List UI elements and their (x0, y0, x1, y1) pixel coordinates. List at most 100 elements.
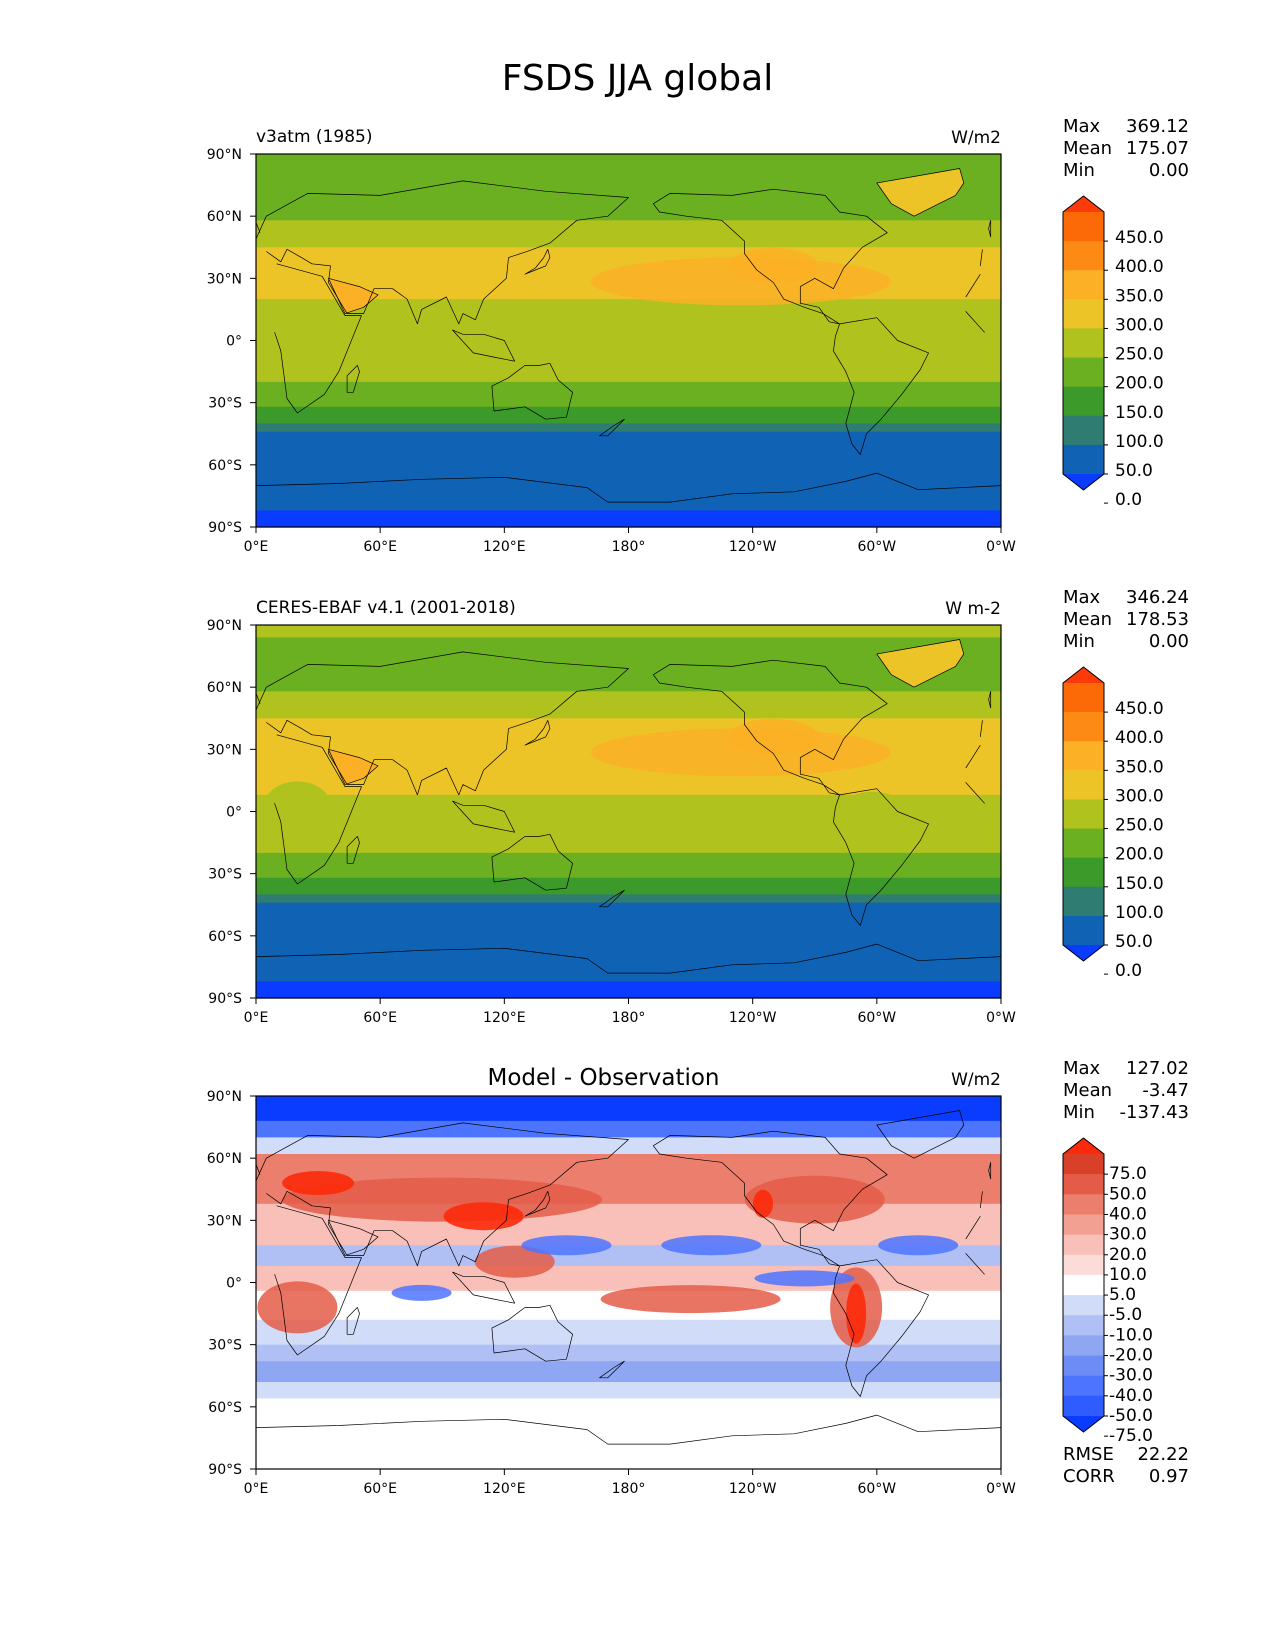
coastline-arabia (328, 277, 379, 314)
diff-field-patch (521, 1235, 612, 1256)
coastline-namerica (652, 659, 888, 796)
coastline-antarctica (255, 1414, 1002, 1445)
error-stat-label: CORR (1063, 1466, 1115, 1487)
land-field-patch (328, 749, 379, 785)
y-tick-label: 90°N (207, 1089, 242, 1105)
land-field-patch (328, 278, 379, 314)
colorbar-tick-label: -30.0 (1109, 1366, 1153, 1386)
colorbar-extend-top (1063, 667, 1104, 683)
colorbar-tick-label: 150.0 (1115, 403, 1164, 423)
diff-field-patch (878, 1235, 959, 1256)
x-tick-label: 180° (612, 539, 646, 555)
coastline-uk (255, 219, 992, 238)
colorbar-segment (1063, 741, 1104, 771)
field-band (256, 381, 1001, 408)
colorbar-segment (1063, 1395, 1104, 1417)
stat-value: -137.43 (1120, 1102, 1189, 1123)
x-tick-label: 120°E (483, 539, 526, 555)
field-band (256, 166, 1001, 192)
land-field-patch (832, 791, 913, 848)
colorbar-extend-top (1063, 1138, 1104, 1154)
x-tick-label: 60°W (857, 1481, 896, 1497)
colorbar-extend-top (1063, 196, 1104, 212)
y-tick-label: 0° (226, 334, 242, 350)
land-field-patch (728, 247, 819, 284)
stat-value: -3.47 (1142, 1080, 1189, 1101)
colorbar-tick-label: 250.0 (1115, 345, 1164, 365)
colorbar-1: 450.0 400.0 350.0 300.0 250.0 200.0 150.0 100.0… (1062, 666, 1164, 981)
coastline-uk (255, 1161, 992, 1180)
diff-field-patch (391, 1284, 452, 1301)
stat-value: 346.24 (1126, 587, 1189, 608)
y-tick-label: 30°N (207, 271, 242, 287)
coastline-greenland (876, 639, 965, 688)
colorbar-tick-label: 450.0 (1115, 699, 1164, 719)
y-tick-label: 30°S (208, 1338, 242, 1354)
coastline-nz (599, 889, 625, 908)
coastline-india_ind (452, 800, 516, 833)
colorbar-segment (1063, 241, 1104, 271)
colorbar-segment (1063, 1295, 1104, 1316)
panel-units: W m-2 (945, 599, 1001, 619)
stats-block: Max 346.24 Mean 178.53 Min 0.00 (1063, 587, 1189, 652)
field-band (256, 902, 1001, 982)
error-stat-value: 22.22 (1137, 1444, 1189, 1465)
land-field-patch (876, 639, 964, 688)
y-tick-label: 90°N (207, 618, 242, 634)
y-tick-label: 60°S (208, 458, 242, 474)
field-band (256, 894, 1001, 904)
panel-left-label: v3atm (1985) (256, 127, 372, 147)
field-band (256, 1398, 1001, 1470)
coastline-africa (274, 734, 985, 885)
field-band (256, 510, 1001, 528)
x-tick-label: 180° (612, 1010, 646, 1026)
colorbar-tick-label: 100.0 (1115, 903, 1164, 923)
colorbar-tick-label: 200.0 (1115, 845, 1164, 865)
colorbar-tick-label: 350.0 (1115, 757, 1164, 777)
coastline-eurasia (255, 180, 983, 325)
y-tick-label: 30°N (207, 742, 242, 758)
colorbar-segment (1063, 915, 1104, 946)
diff-field-patch (282, 1177, 603, 1222)
land-field-patch (832, 320, 913, 377)
map-panel-2: 90°N 60°N 30°N 0° 30°S 60°S 90°S0°E 60°E 120°E 18… (207, 1065, 1016, 1497)
coastline-australia (491, 362, 573, 420)
field-band (256, 1344, 1001, 1362)
colorbar-segment (1063, 270, 1104, 300)
diff-field-patch (661, 1235, 762, 1256)
diff-field-patch (474, 1245, 555, 1278)
error-stat-value: 0.97 (1149, 1466, 1189, 1487)
colorbar-tick-label: 100.0 (1115, 432, 1164, 452)
colorbar-tick-label: 20.0 (1109, 1245, 1147, 1265)
error-stats-block: RMSE 22.22 CORR 0.97 (1063, 1444, 1189, 1487)
x-tick-label: 180° (612, 1481, 646, 1497)
x-tick-label: 0°W (986, 1010, 1016, 1026)
stat-value: 175.07 (1126, 138, 1189, 159)
x-tick-label: 0°E (244, 1010, 269, 1026)
colorbar-tick-label: 350.0 (1115, 286, 1164, 306)
colorbar-tick-label: 50.0 (1109, 1184, 1147, 1204)
colorbar-extend-bottom (1063, 474, 1104, 490)
colorbar-extend-bottom (1063, 1416, 1104, 1432)
colorbar-tick-label: 450.0 (1115, 228, 1164, 248)
field-band (256, 191, 1001, 221)
x-tick-label: 120°W (729, 1010, 777, 1026)
field-band (256, 431, 1001, 511)
colorbar-segment (1063, 299, 1104, 329)
colorbar-segment (1063, 828, 1104, 859)
y-tick-label: 60°S (208, 929, 242, 945)
stat-label: Min (1063, 1102, 1095, 1123)
colorbar-tick-label: 300.0 (1115, 786, 1164, 806)
stats-block: Max 369.12 Mean 175.07 Min 0.00 (1063, 116, 1189, 181)
x-tick-label: 120°E (483, 1010, 526, 1026)
figure-title: FSDS JJA global (501, 58, 774, 99)
error-stat-label: RMSE (1063, 1444, 1114, 1465)
field-band (256, 1245, 1001, 1267)
stat-label: Max (1063, 116, 1101, 137)
stat-label: Max (1063, 1058, 1101, 1079)
field-band (256, 299, 1001, 325)
field-band (256, 770, 1001, 796)
colorbar-2: 75.050.040.030.020.010.05.0-5.0-10.0-20.… (1062, 1137, 1153, 1446)
field-band (256, 691, 1001, 719)
